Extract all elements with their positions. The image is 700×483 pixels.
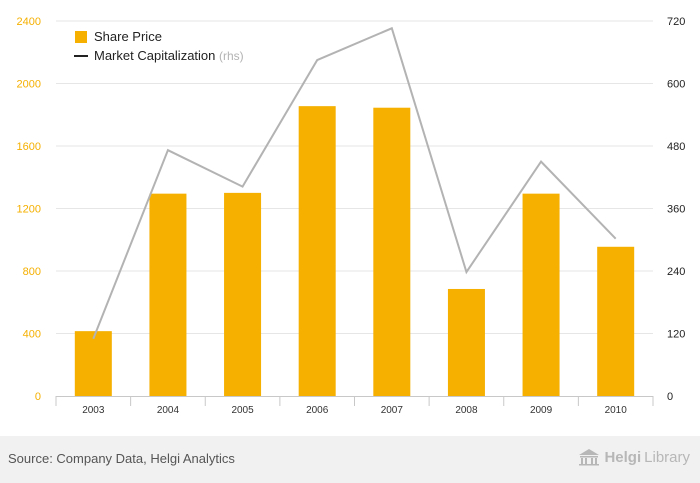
bar-share-price: [373, 107, 411, 396]
y-left-tick-label: 400: [23, 329, 41, 341]
brand-helgi: Helgi: [604, 448, 642, 466]
brand-library: Library: [644, 448, 690, 466]
legend-rhs-suffix: (rhs): [219, 49, 244, 63]
x-tick-label: 2003: [82, 405, 105, 416]
legend-swatch-share-price: [75, 31, 87, 43]
y-right-tick-label: 360: [667, 204, 685, 216]
legend-label-market-capitalization: Market Capitalization (rhs): [94, 48, 244, 63]
y-right-tick-label: 0: [667, 391, 673, 403]
legend-label-share-price: Share Price: [94, 29, 162, 44]
y-right-tick-label: 600: [667, 79, 685, 91]
x-tick-label: 2008: [455, 405, 478, 416]
x-tick-label: 2010: [605, 405, 628, 416]
x-tick-label: 2005: [231, 405, 254, 416]
bar-share-price: [522, 193, 560, 396]
bar-share-price: [298, 106, 336, 396]
footer: Source: Company Data, Helgi Analytics He…: [0, 436, 700, 483]
source-note: Source: Company Data, Helgi Analytics: [8, 451, 235, 466]
helgi-library-logo[interactable]: Helgi Library: [577, 448, 690, 466]
x-tick-label: 2006: [306, 405, 329, 416]
y-right-tick-label: 240: [667, 266, 685, 278]
y-left-tick-label: 2000: [17, 79, 41, 91]
bar-share-price: [597, 246, 635, 396]
y-right-tick-label: 480: [667, 141, 685, 153]
y-left-tick-label: 800: [23, 266, 41, 278]
y-left-tick-label: 2400: [17, 16, 41, 28]
chart: 0 400 800 1200 1600 2000 2400 0 120 240 360 480 600 7…: [17, 16, 686, 416]
library-building-icon: [579, 449, 600, 466]
y-left-tick-label: 1200: [17, 204, 41, 216]
x-tick-label: 2004: [157, 405, 180, 416]
y-left-tick-label: 0: [35, 391, 41, 403]
x-tick-label: 2009: [530, 405, 553, 416]
line-market-capitalization: [92, 26, 617, 340]
x-tick-label: 2007: [381, 405, 404, 416]
y-right-tick-label: 120: [667, 329, 685, 341]
y-left-tick-label: 1600: [17, 141, 41, 153]
bar-share-price: [447, 288, 485, 396]
bar-share-price: [224, 192, 262, 396]
bar-share-price: [74, 331, 112, 396]
y-right-tick-label: 720: [667, 16, 685, 28]
bar-share-price: [149, 193, 187, 396]
